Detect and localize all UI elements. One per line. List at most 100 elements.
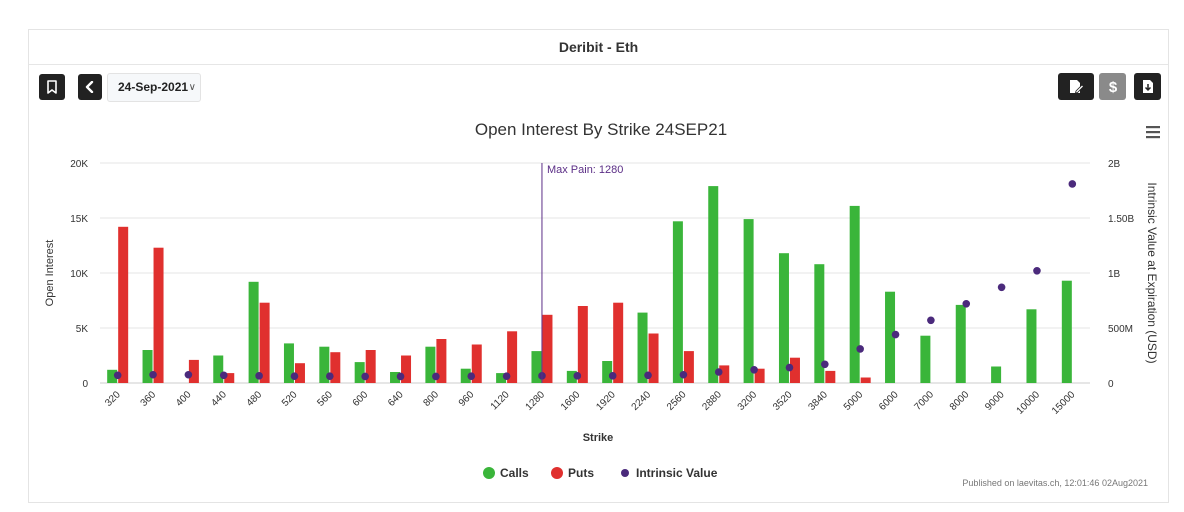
calls-bar — [708, 186, 719, 383]
legend-marker-intrinsic-value — [621, 469, 629, 477]
intrinsic-value-point — [821, 360, 829, 369]
intrinsic-value-point — [785, 363, 794, 372]
calls-bar — [496, 373, 507, 383]
intrinsic-value-point — [997, 283, 1006, 292]
x-tick-label: 2880 — [700, 389, 724, 413]
y2-tick-label: 1B — [1108, 269, 1121, 280]
x-tick-label: 9000 — [983, 389, 1007, 413]
x-tick-label: 480 — [245, 389, 265, 409]
intrinsic-value-point — [856, 345, 864, 353]
intrinsic-value-point — [962, 300, 971, 308]
expiry-date-select[interactable]: 24-Sep-2021 ∨ — [107, 73, 201, 102]
calls-bar — [637, 312, 648, 383]
puts-bar — [719, 365, 730, 383]
calls-bar — [814, 264, 825, 383]
calls-bar — [743, 219, 754, 383]
legend-marker-puts — [551, 467, 563, 479]
calls-bar — [849, 205, 860, 383]
intrinsic-value-point — [927, 316, 935, 325]
intrinsic-value-point — [432, 372, 440, 381]
calls-bar — [885, 291, 896, 383]
calls-bar — [142, 350, 153, 383]
calls-bar — [107, 369, 118, 383]
legend-label-puts: Puts — [568, 466, 594, 480]
calls-bar — [1026, 309, 1037, 383]
x-tick-label: 400 — [174, 389, 194, 409]
x-tick-label: 1280 — [524, 389, 548, 413]
calls-bar — [390, 372, 401, 383]
edit-document-icon — [1070, 79, 1084, 94]
intrinsic-value-point — [184, 370, 193, 379]
calls-bar — [920, 335, 931, 383]
x-tick-label: 640 — [386, 389, 406, 409]
legend-label-calls: Calls — [500, 466, 529, 480]
chart-title: Open Interest By Strike 24SEP21 — [475, 120, 727, 139]
calls-bar — [213, 355, 224, 383]
x-tick-label: 320 — [103, 389, 123, 409]
calls-bar — [425, 346, 436, 383]
puts-bar — [118, 226, 129, 383]
y-tick-label: 15K — [70, 214, 88, 225]
intrinsic-value-point — [891, 330, 900, 339]
x-tick-label: 15000 — [1050, 389, 1078, 417]
calls-bar — [1061, 280, 1072, 383]
intrinsic-value-point — [1068, 180, 1077, 188]
puts-bar — [294, 363, 305, 383]
expiry-date-value: 24-Sep-2021 — [118, 80, 189, 94]
max-pain-label: Max Pain: 1280 — [547, 164, 623, 176]
intrinsic-value-point — [1033, 267, 1041, 275]
calls-bar — [248, 281, 259, 383]
intrinsic-value-point — [361, 372, 369, 381]
calls-bar — [460, 368, 471, 383]
download-button[interactable] — [1134, 73, 1161, 100]
bookmark-button[interactable] — [39, 74, 65, 100]
intrinsic-value-point — [608, 372, 617, 380]
currency-button[interactable]: $ — [1099, 73, 1126, 100]
x-tick-label: 1920 — [594, 389, 618, 413]
chevron-down-icon: ∨ — [188, 82, 196, 93]
bookmark-icon — [47, 80, 57, 94]
intrinsic-value-point — [113, 371, 122, 380]
calls-bar — [531, 351, 542, 383]
intrinsic-value-point — [714, 368, 723, 376]
intrinsic-value-point — [290, 372, 299, 380]
x-tick-label: 2560 — [665, 389, 689, 413]
intrinsic-value-point — [255, 372, 263, 380]
x-tick-label: 960 — [457, 389, 477, 409]
edit-report-button[interactable] — [1058, 73, 1094, 100]
intrinsic-value-point — [219, 371, 228, 380]
x-tick-label: 600 — [351, 389, 371, 409]
intrinsic-value-point — [644, 371, 652, 380]
chart-legend: Calls Puts Intrinsic Value — [483, 466, 718, 480]
y2-tick-label: 500M — [1108, 324, 1133, 335]
x-tick-label: 1120 — [489, 389, 512, 412]
x-tick-label: 8000 — [948, 389, 972, 413]
y-tick-label: 20K — [70, 159, 88, 170]
puts-bar — [259, 302, 270, 383]
back-button[interactable] — [78, 74, 102, 100]
puts-bar — [401, 355, 412, 383]
puts-bar — [365, 350, 376, 383]
x-tick-label: 6000 — [877, 389, 901, 413]
calls-bar — [566, 370, 577, 383]
y-tick-label: 10K — [70, 269, 88, 280]
hamburger-menu-icon[interactable] — [1146, 126, 1160, 139]
download-file-icon — [1142, 80, 1153, 93]
intrinsic-value-point — [750, 366, 758, 374]
puts-bar — [825, 370, 836, 383]
y2-axis-title: Intrinsic Value at Expiration (USD) — [1145, 182, 1159, 363]
puts-bar — [153, 247, 164, 383]
y2-tick-label: 2B — [1108, 159, 1121, 170]
x-tick-label: 3200 — [736, 389, 760, 413]
x-tick-label: 1600 — [559, 389, 583, 413]
y-tick-label: 5K — [76, 324, 89, 335]
legend-label-intrinsic-value: Intrinsic Value — [636, 466, 718, 480]
puts-bar — [436, 339, 447, 383]
dollar-icon: $ — [1108, 79, 1117, 95]
x-tick-label: 5000 — [842, 389, 866, 413]
x-tick-label: 800 — [421, 389, 441, 409]
puts-bar — [188, 359, 199, 383]
calls-bar — [602, 361, 613, 383]
calls-bar — [991, 366, 1002, 383]
